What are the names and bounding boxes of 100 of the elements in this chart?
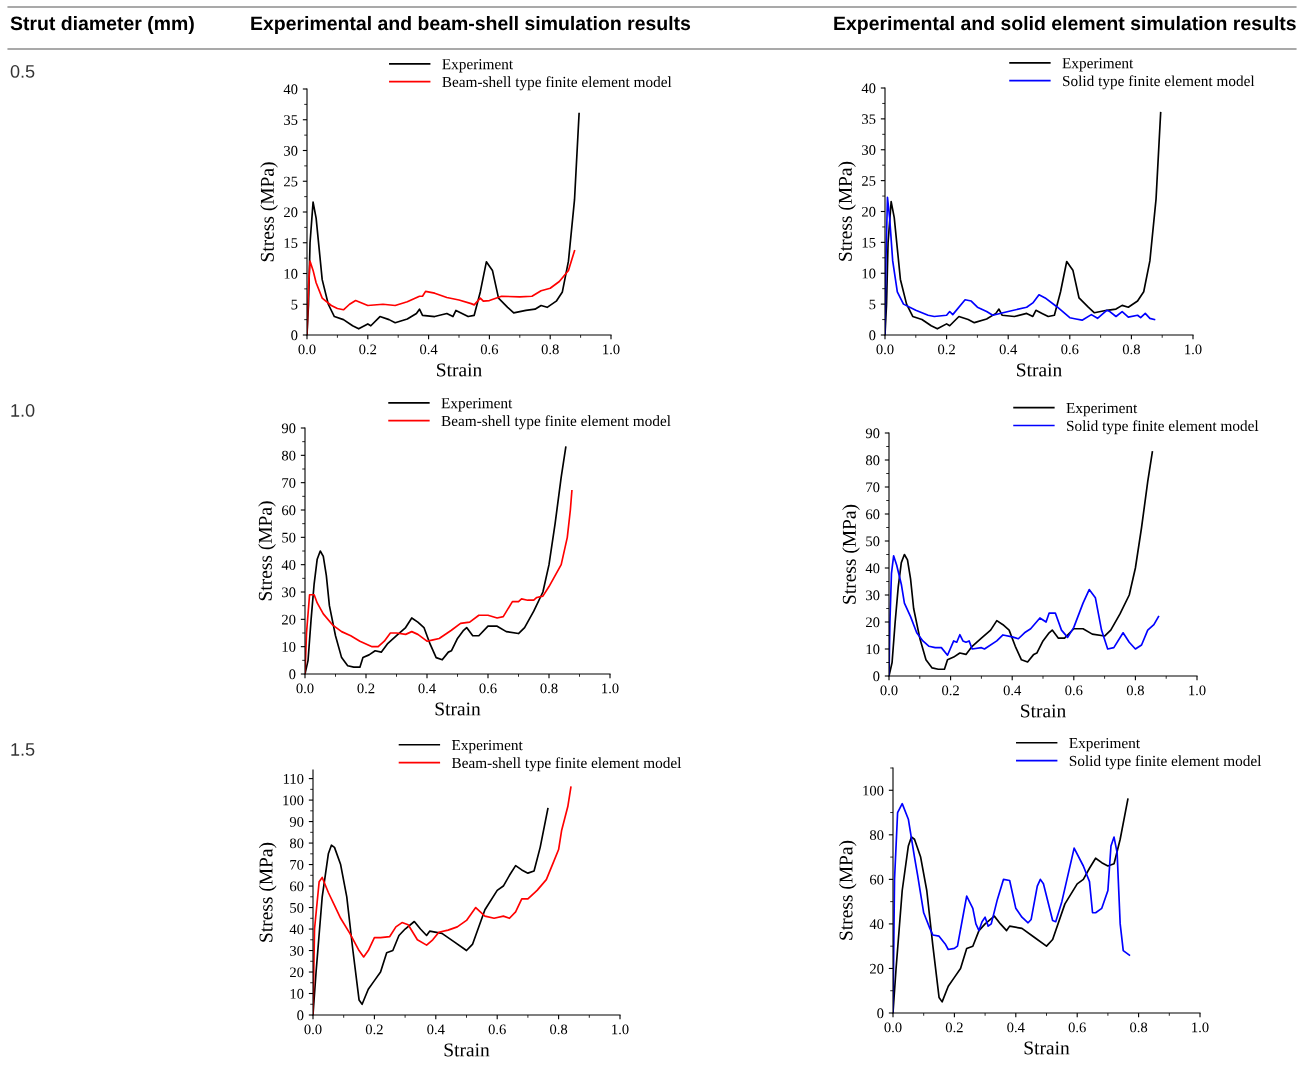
y-tick-label: 40 [289,924,304,935]
y-tick-label: 80 [289,838,304,849]
x-tick-label: 0.6 [480,344,499,355]
x-tick-label: 1.0 [1185,344,1202,355]
y-tick-label: 20 [282,614,296,625]
legend-label: Experiment [442,59,513,73]
y-tick-label: 5 [291,299,298,310]
x-tick-label: 0.0 [876,344,894,355]
y-tick-label: 30 [282,587,296,598]
x-tick-label: 0.6 [1061,344,1079,355]
legend-label: Experiment [1062,58,1134,72]
y-tick-label: 50 [866,536,880,547]
y-axis-title: Stress (MPa) [258,501,276,601]
y-tick-label: 10 [282,642,296,652]
y-tick-label: 15 [284,238,298,248]
y-tick-label: 20 [290,967,304,978]
x-tick-label: 0.8 [540,683,558,694]
x-tick-label: 0.6 [1068,1022,1086,1033]
x-tick-label: 0.8 [541,344,559,355]
y-tick-label: 30 [862,145,876,155]
legend-label: Solid type finite element model [1069,755,1262,770]
y-tick-label: 25 [862,176,876,186]
y-tick-label: 50 [290,902,304,913]
y-tick-label: 60 [870,874,884,885]
legend-label: Solid type finite element model [1067,420,1259,435]
x-axis-title: Strain [1021,704,1066,718]
y-tick-label: 0 [297,1010,304,1021]
y-tick-label: 40 [281,560,296,570]
x-tick-label: 0.8 [550,1024,568,1035]
y-tick-label: 70 [290,859,304,870]
x-tick-label: 1.0 [602,683,619,694]
x-tick-label: 0.6 [488,1024,506,1035]
x-axis-title: Strain [437,363,482,377]
y-tick-label: 80 [281,450,296,461]
x-tick-label: 0.2 [357,683,375,694]
y-tick-label: 10 [866,644,880,655]
y-tick-label: 60 [290,881,304,892]
x-tick-label: 1.0 [1192,1022,1209,1033]
y-tick-label: 10 [290,988,304,999]
y-tick-label: 70 [866,482,880,493]
x-tick-label: 0.0 [884,1022,902,1033]
x-tick-label: 0.0 [296,683,314,694]
chart-title: Experimental and solid element simulation results [834,15,1296,35]
y-tick-label: 110 [283,773,304,784]
x-tick-label: 0.2 [365,1024,383,1035]
y-tick-label: 20 [862,206,876,217]
y-tick-label: 30 [866,590,880,601]
y-tick-label: 0 [877,1008,884,1019]
y-tick-label: 10 [862,268,876,279]
x-tick-label: 0.4 [427,1024,445,1035]
y-tick-label: 20 [284,207,298,218]
y-axis-title: Stress (MPa) [838,840,857,940]
legend-label: Solid type finite element model [1063,75,1255,90]
x-tick-label: 0.6 [1065,685,1083,696]
y-tick-label: 0 [873,671,880,682]
y-axis-title: Stress (MPa) [258,842,277,942]
x-tick-label: 0.4 [999,344,1018,355]
y-tick-label: 60 [866,509,880,520]
legend-label: Experiment [441,398,513,412]
y-tick-label: 40 [283,84,298,95]
y-tick-label: 40 [865,563,880,574]
y-tick-label: 90 [281,423,296,434]
y-tick-label: 35 [862,114,876,125]
x-tick-label: 0.8 [1122,344,1140,355]
x-tick-label: 0.8 [1130,1022,1148,1033]
y-tick-label: 0 [289,669,296,680]
y-tick-label: 10 [284,268,298,279]
y-tick-label: 0 [869,330,876,341]
x-tick-label: 0.0 [304,1024,322,1035]
y-axis-title: Stress (MPa) [838,161,856,261]
x-tick-label: 1.0 [1189,685,1206,696]
text: Strut diameter (mm) [10,15,194,35]
y-tick-label: 40 [861,83,876,94]
y-tick-label: 0 [291,330,298,341]
y-tick-label: 20 [870,963,884,974]
y-tick-label: 20 [866,617,880,628]
chart-title: Experimental and beam-shell simulation results [251,15,691,35]
x-tick-label: 0.0 [880,685,898,696]
y-tick-label: 80 [865,455,880,466]
legend-label: Beam-shell type finite element model [451,757,682,772]
y-axis-title: Stress (MPa) [842,504,860,604]
y-tick-label: 30 [290,945,304,956]
y-tick-label: 60 [282,505,296,516]
x-tick-label: 0.2 [945,1022,963,1033]
x-tick-label: 1.0 [612,1024,629,1035]
y-tick-label: 15 [862,237,876,248]
y-tick-label: 35 [284,115,298,125]
y-tick-label: 30 [284,145,298,156]
y-tick-label: 80 [869,830,884,841]
x-tick-label: 0.2 [942,685,959,696]
legend-label: Beam-shell type finite element model [442,76,672,91]
x-tick-label: 0.4 [1007,1022,1025,1033]
y-tick-label: 50 [282,532,296,543]
x-tick-label: 0.4 [420,344,438,355]
text: 1.0 [11,404,35,417]
text: 1.5 [11,743,35,756]
text: 0.5 [10,65,35,78]
y-tick-label: 90 [289,816,304,827]
x-tick-label: 0.0 [298,344,316,355]
y-tick-label: 25 [284,176,298,187]
